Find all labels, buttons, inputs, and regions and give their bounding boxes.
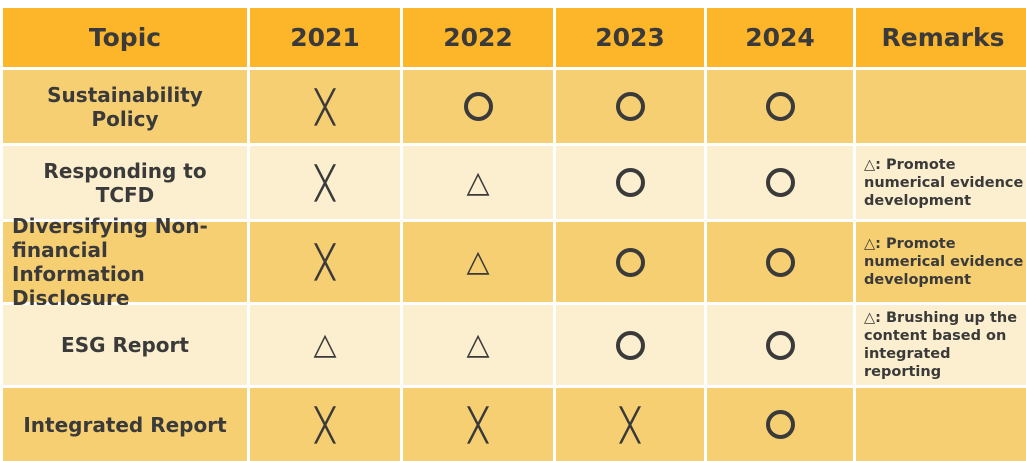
status-cell: ╳: [250, 146, 400, 219]
circle-mark-icon: O: [765, 330, 795, 360]
circle-mark-icon: O: [765, 168, 795, 197]
status-cell: △: [403, 222, 553, 302]
cross-mark-icon: ╳: [315, 87, 335, 126]
cross-mark-icon: ╳: [620, 405, 640, 444]
cross-mark-icon: ╳: [315, 163, 335, 202]
circle-mark-icon: O: [765, 92, 795, 121]
status-cell: ╳: [403, 388, 553, 461]
remarks-cell: [856, 70, 1026, 143]
status-cell: O: [707, 222, 853, 302]
status-cell: ╳: [250, 388, 400, 461]
status-cell: O: [707, 146, 853, 219]
cross-mark-icon: ╳: [315, 405, 335, 444]
header-2023: 2023: [556, 8, 704, 67]
remarks-cell: [856, 388, 1026, 461]
status-cell: ╳: [250, 70, 400, 143]
status-cell: △: [250, 305, 400, 385]
status-cell: △: [403, 305, 553, 385]
status-cell: O: [556, 222, 704, 302]
status-cell: O: [403, 70, 553, 143]
status-cell: O: [556, 305, 704, 385]
status-cell: O: [556, 146, 704, 219]
header-2022: 2022: [403, 8, 553, 67]
circle-mark-icon: O: [463, 92, 493, 121]
status-cell: O: [707, 305, 853, 385]
circle-mark-icon: O: [615, 247, 645, 277]
status-cell: O: [556, 70, 704, 143]
disclosure-progress-table: Topic 2021 2022 2023 2024 Remarks Sustai…: [3, 8, 1026, 461]
header-2021: 2021: [250, 8, 400, 67]
status-cell: O: [707, 70, 853, 143]
triangle-mark-icon: △: [466, 164, 490, 200]
cross-mark-icon: ╳: [468, 405, 488, 444]
remarks-cell: △: Promote numerical evidence developmen…: [856, 222, 1026, 302]
circle-mark-icon: O: [615, 330, 645, 360]
triangle-mark-icon: △: [466, 244, 490, 279]
status-cell: ╳: [556, 388, 704, 461]
status-cell: O: [707, 388, 853, 461]
topic-cell: Responding to TCFD: [3, 146, 247, 219]
header-topic: Topic: [3, 8, 247, 67]
triangle-mark-icon: △: [466, 327, 490, 362]
remarks-cell: △: Brushing up the content based on inte…: [856, 305, 1026, 385]
circle-mark-icon: O: [765, 247, 795, 277]
status-cell: △: [403, 146, 553, 219]
topic-cell: ESG Report: [3, 305, 247, 385]
topic-cell: Integrated Report: [3, 388, 247, 461]
header-remarks: Remarks: [856, 8, 1026, 67]
cross-mark-icon: ╳: [315, 243, 335, 281]
circle-mark-icon: O: [615, 92, 645, 121]
status-cell: ╳: [250, 222, 400, 302]
header-2024: 2024: [707, 8, 853, 67]
triangle-mark-icon: △: [313, 327, 337, 362]
topic-cell: Sustainability Policy: [3, 70, 247, 143]
topic-cell: Diversifying Non-financial Information D…: [3, 214, 247, 310]
circle-mark-icon: O: [765, 410, 795, 439]
circle-mark-icon: O: [615, 168, 645, 197]
remarks-cell: △: Promote numerical evidence developmen…: [856, 146, 1026, 219]
